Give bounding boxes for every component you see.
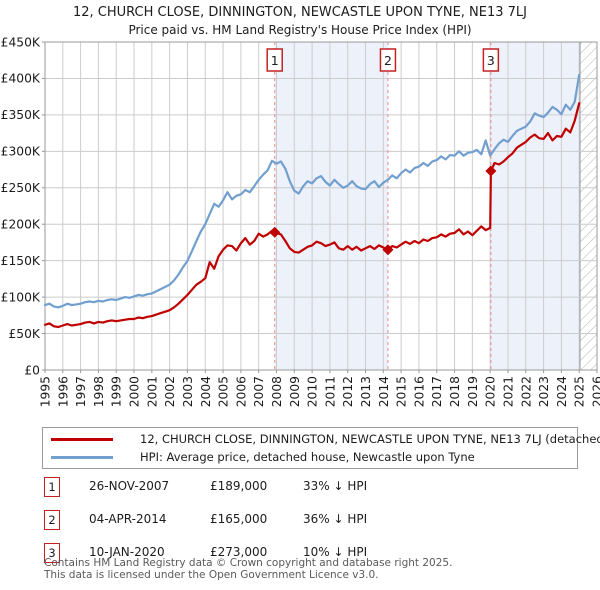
ownership-shaded-band: [274, 42, 388, 370]
x-axis-label: 2021: [501, 376, 515, 407]
legend-item-price-paid: 12, CHURCH CLOSE, DINNINGTON, NEWCASTLE …: [43, 431, 600, 447]
sale-flag-number: 3: [487, 53, 495, 68]
sale-flag-box: [482, 48, 500, 72]
sale-price: £165,000: [210, 512, 268, 526]
sale-hpi-delta: 36% ↓ HPI: [303, 512, 368, 526]
plot-border: [44, 41, 598, 371]
sale-flag-box: [379, 48, 397, 72]
sale-marker-diamond: [485, 165, 497, 177]
x-axis-label: 2013: [359, 376, 373, 407]
x-axis-label: 2014: [377, 376, 391, 407]
license-footer: Contains HM Land Registry data © Crown c…: [44, 557, 584, 581]
price-paid-line: [43, 102, 581, 329]
x-axis-label: 2005: [217, 376, 231, 407]
x-axis-label: 2011: [323, 376, 337, 407]
x-axis-label: 1996: [56, 376, 70, 407]
sale-hpi-delta: 10% ↓ HPI: [303, 545, 368, 559]
x-axis-label: 2015: [395, 376, 409, 407]
x-axis-label: 2002: [163, 376, 177, 407]
sale-date: 10-JAN-2020: [89, 545, 165, 559]
x-axis-label: 2018: [448, 376, 462, 407]
sale-flag-number: 2: [384, 53, 392, 68]
x-axis-label: 2006: [234, 376, 248, 407]
x-axis-label: 2009: [288, 376, 302, 407]
x-axis-label: 1995: [39, 376, 53, 407]
y-axis-label: £300K: [1, 145, 41, 159]
x-axis-label: 2007: [252, 376, 266, 407]
sale-flag-number: 1: [271, 53, 279, 68]
x-axis-label: 2000: [128, 376, 142, 407]
y-axis-label: £0: [24, 363, 40, 377]
x-axis-label: 1997: [74, 376, 88, 407]
sale-hpi-delta: 33% ↓ HPI: [303, 479, 368, 493]
y-axis-label: £400K: [1, 72, 41, 86]
x-axis-label: 2019: [466, 376, 480, 407]
y-axis-label: £450K: [1, 35, 41, 49]
y-axis-label: £250K: [1, 181, 41, 195]
sale-number-badge: 3: [44, 543, 60, 563]
sale-date: 04-APR-2014: [89, 512, 167, 526]
sale-number-badge: 2: [44, 510, 60, 530]
x-axis-label: 2001: [145, 376, 159, 407]
x-axis-label: 2026: [591, 376, 600, 407]
x-axis-label: 2017: [430, 376, 444, 407]
sale-marker-diamond: [269, 226, 281, 238]
future-hatch-band: [579, 42, 597, 370]
x-axis-label: 1999: [110, 376, 124, 407]
x-axis-label: 2025: [573, 376, 587, 407]
x-axis-label: 2022: [519, 376, 533, 407]
chart-legend: 12, CHURCH CLOSE, DINNINGTON, NEWCASTLE …: [42, 427, 600, 469]
page-subtitle: Price paid vs. HM Land Registry's House …: [128, 23, 472, 37]
sale-price: £189,000: [210, 479, 268, 493]
y-axis-label: £200K: [1, 218, 41, 232]
x-axis-label: 2008: [270, 376, 284, 407]
x-axis-label: 2016: [412, 376, 426, 407]
y-axis-label: £150K: [1, 254, 41, 268]
sale-marker-diamond: [382, 244, 394, 256]
sale-price: £273,000: [210, 545, 268, 559]
footer-line-2: This data is licensed under the Open Gov…: [44, 568, 379, 581]
x-axis-label: 2020: [484, 376, 498, 407]
page-title: 12, CHURCH CLOSE, DINNINGTON, NEWCASTLE …: [72, 5, 528, 20]
x-axis-label: 2003: [181, 376, 195, 407]
x-axis-label: 1998: [92, 376, 106, 407]
x-axis-label: 2004: [199, 376, 213, 407]
legend-label: 12, CHURCH CLOSE, DINNINGTON, NEWCASTLE …: [140, 432, 600, 446]
x-axis-label: 2024: [555, 376, 569, 407]
legend-item-hpi: HPI: Average price, detached house, Newc…: [43, 449, 577, 465]
y-axis-label: £100K: [1, 290, 41, 304]
legend-label: HPI: Average price, detached house, Newc…: [140, 450, 475, 464]
sale-flag-box: [266, 48, 283, 72]
price-history-chart: 1995 1996 1997 1998 1999 2000 2001 2002 2003 2004…: [1, 35, 600, 407]
price-line-swatch: [51, 437, 113, 441]
footer-line-1: Contains HM Land Registry data © Crown c…: [44, 557, 453, 569]
sale-date: 26-NOV-2007: [89, 479, 170, 493]
y-axis-label: £50K: [8, 327, 40, 341]
hpi-line-swatch: [51, 455, 113, 459]
x-axis-label: 2010: [306, 376, 320, 407]
x-axis-label: 2023: [537, 376, 551, 407]
ownership-shaded-band: [490, 42, 580, 370]
y-axis-label: £350K: [1, 108, 41, 122]
sale-number-badge: 1: [44, 477, 60, 497]
hpi-line: [43, 73, 581, 309]
x-axis-label: 2012: [341, 376, 355, 407]
